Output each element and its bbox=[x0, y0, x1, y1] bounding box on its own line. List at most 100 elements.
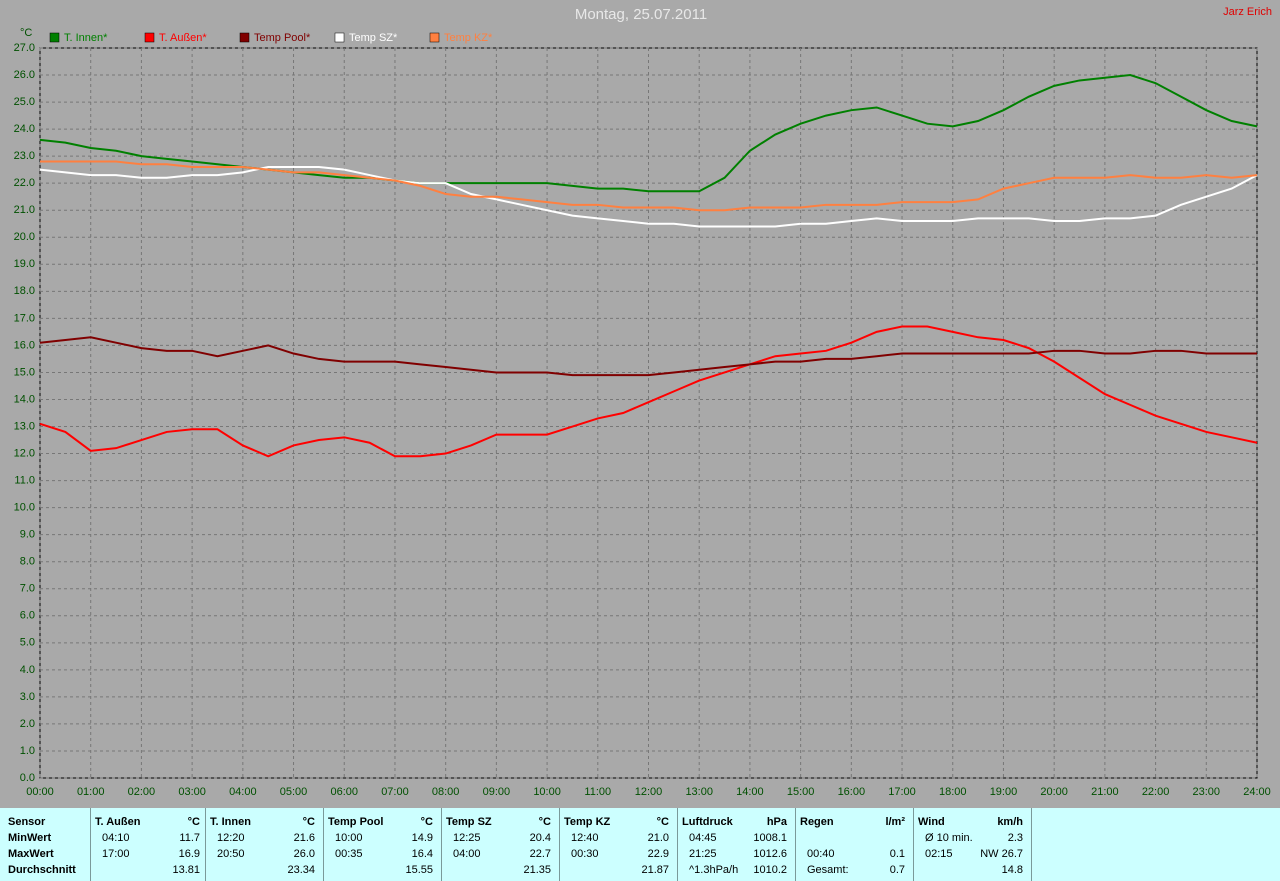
y-tick-label: 3.0 bbox=[20, 691, 35, 703]
cell-value: 22.7 bbox=[529, 848, 551, 860]
legend-label: Temp KZ* bbox=[444, 32, 493, 44]
column-unit: hPa bbox=[766, 816, 787, 828]
column-unit: °C bbox=[538, 816, 551, 828]
x-tick-label: 16:00 bbox=[838, 786, 866, 798]
column-name: Wind bbox=[918, 816, 945, 828]
column-separator bbox=[441, 808, 442, 881]
cell-time: 12:40 bbox=[571, 832, 599, 844]
column-name: Luftdruck bbox=[682, 816, 733, 828]
x-tick-label: 22:00 bbox=[1142, 786, 1170, 798]
x-tick-label: 21:00 bbox=[1091, 786, 1119, 798]
author: Jarz Erich bbox=[1223, 6, 1272, 18]
y-tick-label: 2.0 bbox=[20, 718, 35, 730]
x-tick-label: 20:00 bbox=[1040, 786, 1068, 798]
cell-value: NW 26.7 bbox=[980, 848, 1023, 860]
column-separator bbox=[323, 808, 324, 881]
x-tick-label: 09:00 bbox=[483, 786, 511, 798]
x-tick-label: 14:00 bbox=[736, 786, 764, 798]
x-tick-label: 24:00 bbox=[1243, 786, 1271, 798]
legend-swatch bbox=[239, 32, 250, 43]
cell-time: 17:00 bbox=[102, 848, 130, 860]
legend-swatch bbox=[49, 32, 60, 43]
x-tick-label: 23:00 bbox=[1193, 786, 1221, 798]
cell-value: 14.9 bbox=[411, 832, 433, 844]
column-separator bbox=[205, 808, 206, 881]
x-tick-label: 06:00 bbox=[330, 786, 358, 798]
cell-time: 00:40 bbox=[807, 848, 835, 860]
x-tick-label: 01:00 bbox=[77, 786, 105, 798]
cell-value: 22.9 bbox=[647, 848, 669, 860]
column-unit: °C bbox=[187, 816, 200, 828]
x-tick-label: 15:00 bbox=[787, 786, 815, 798]
y-tick-label: 19.0 bbox=[14, 258, 35, 270]
column-name: Temp KZ bbox=[564, 816, 611, 828]
cell-value: 13.81 bbox=[172, 864, 200, 876]
cell-value: 0.1 bbox=[889, 848, 905, 860]
cell-time: 12:25 bbox=[453, 832, 481, 844]
x-tick-label: 13:00 bbox=[685, 786, 713, 798]
x-tick-label: 05:00 bbox=[280, 786, 308, 798]
cell-value: 14.8 bbox=[1001, 864, 1023, 876]
cell-value: 26.0 bbox=[293, 848, 315, 860]
y-tick-label: 9.0 bbox=[20, 529, 35, 541]
x-tick-label: 02:00 bbox=[128, 786, 156, 798]
cell-value: 21.0 bbox=[647, 832, 669, 844]
column-separator bbox=[913, 808, 914, 881]
cell-time: 10:00 bbox=[335, 832, 363, 844]
legend-swatch bbox=[334, 32, 345, 43]
cell-time: Gesamt: bbox=[807, 864, 849, 876]
y-tick-label: 0.0 bbox=[20, 772, 35, 784]
y-tick-label: 11.0 bbox=[14, 474, 35, 486]
y-tick-label: 23.0 bbox=[14, 150, 35, 162]
chart: Montag, 25.07.2011 Jarz Erich °C 0.0 1.0 2… bbox=[14, 6, 1272, 798]
y-tick-label: 21.0 bbox=[14, 204, 35, 216]
row-label: MaxWert bbox=[8, 848, 54, 860]
y-tick-label: 15.0 bbox=[14, 366, 35, 378]
y-tick-label: 13.0 bbox=[14, 420, 35, 432]
legend-label: Temp SZ* bbox=[349, 32, 398, 44]
cell-time: 00:30 bbox=[571, 848, 599, 860]
y-tick-label: 8.0 bbox=[20, 556, 35, 568]
cell-time: 04:00 bbox=[453, 848, 481, 860]
cell-time: 02:15 bbox=[925, 848, 953, 860]
y-tick-label: 22.0 bbox=[14, 177, 35, 189]
column-name: T. Außen bbox=[95, 816, 141, 828]
series-line bbox=[39, 336, 1257, 377]
column-unit: l/m² bbox=[885, 816, 905, 828]
cell-value: 21.87 bbox=[641, 864, 669, 876]
column-unit: °C bbox=[302, 816, 315, 828]
cell-value: 11.7 bbox=[179, 832, 200, 844]
legend-label: Temp Pool* bbox=[254, 32, 311, 44]
y-tick-label: 27.0 bbox=[14, 42, 35, 54]
column-separator bbox=[559, 808, 560, 881]
legend-label: T. Innen* bbox=[64, 32, 108, 44]
column-separator bbox=[795, 808, 796, 881]
series-line bbox=[39, 165, 1258, 228]
column-unit: km/h bbox=[997, 816, 1023, 828]
y-tick-label: 6.0 bbox=[20, 610, 35, 622]
y-tick-label: 16.0 bbox=[14, 339, 35, 351]
y-tick-label: 7.0 bbox=[20, 583, 35, 595]
x-tick-label: 19:00 bbox=[990, 786, 1018, 798]
cell-value: 15.55 bbox=[405, 864, 433, 876]
y-tick-label: 10.0 bbox=[14, 502, 35, 514]
cell-time: ^1.3hPa/h bbox=[689, 864, 739, 876]
x-tick-label: 18:00 bbox=[939, 786, 967, 798]
sensor-header: Sensor bbox=[8, 816, 46, 828]
column-separator bbox=[1031, 808, 1032, 881]
cell-time: 04:10 bbox=[102, 832, 130, 844]
cell-time: 21:25 bbox=[689, 848, 717, 860]
y-tick-label: 12.0 bbox=[14, 447, 35, 459]
y-tick-label: 5.0 bbox=[20, 637, 35, 649]
x-tick-label: 04:00 bbox=[229, 786, 257, 798]
cell-value: 20.4 bbox=[529, 832, 551, 844]
cell-value: 2.3 bbox=[1007, 832, 1023, 844]
column-separator bbox=[90, 808, 91, 881]
column-name: Temp SZ bbox=[446, 816, 492, 828]
column-separator bbox=[677, 808, 678, 881]
x-tick-label: 00:00 bbox=[26, 786, 54, 798]
column-name: Regen bbox=[800, 816, 834, 828]
y-tick-label: 20.0 bbox=[14, 231, 35, 243]
x-tick-label: 11:00 bbox=[584, 786, 611, 798]
